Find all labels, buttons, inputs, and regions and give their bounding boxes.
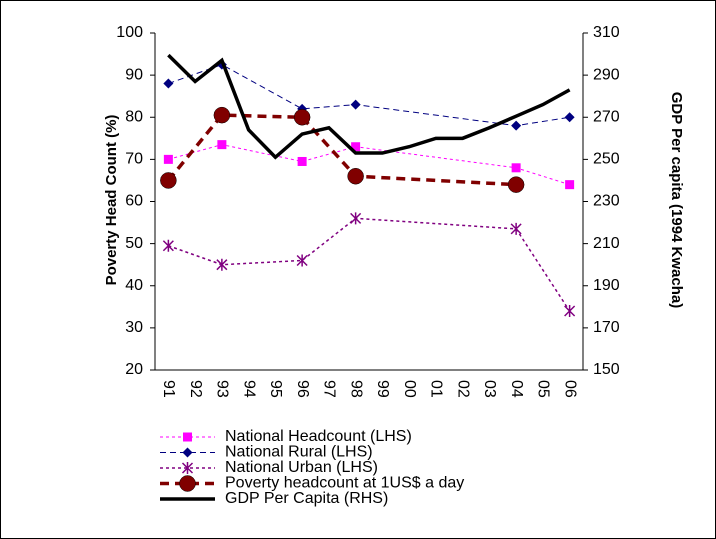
- x-tick-label: 01: [428, 380, 445, 398]
- data-point: [160, 172, 177, 189]
- y2-tick-label: 210: [593, 235, 620, 252]
- legend-marker: [179, 475, 196, 492]
- y-tick-label: 50: [125, 235, 143, 252]
- x-tick-label: 04: [508, 380, 525, 398]
- data-point: [296, 254, 308, 267]
- data-point: [213, 106, 231, 124]
- x-tick-label: 93: [214, 380, 231, 398]
- data-point: [564, 305, 576, 318]
- legend-marker: [182, 447, 193, 458]
- x-tick-label: 00: [401, 380, 418, 398]
- x-tick-label: 92: [187, 380, 204, 398]
- y2-axis-title: GDP Per capita (1994 Kwacha): [668, 92, 685, 309]
- data-point: [511, 120, 522, 131]
- y-tick-label: 70: [125, 151, 143, 168]
- data-point: [216, 258, 228, 271]
- data-point: [507, 176, 525, 193]
- data-point: [297, 156, 307, 166]
- y2-tick-label: 170: [593, 319, 620, 336]
- series-line: [168, 64, 570, 127]
- data-point: [162, 239, 174, 252]
- data-point: [351, 142, 361, 152]
- x-tick-label: 96: [294, 380, 311, 398]
- x-tick-label: 97: [321, 380, 338, 398]
- y-tick-label: 100: [116, 24, 143, 41]
- y-tick-label: 90: [125, 66, 143, 83]
- y2-tick-label: 310: [593, 24, 620, 41]
- data-point: [217, 140, 227, 150]
- y-tick-label: 60: [125, 193, 143, 210]
- data-point: [511, 163, 521, 173]
- legend-label: GDP Per Capita (RHS): [225, 490, 388, 507]
- y-axis-title: Poverty Head Count (%): [103, 115, 120, 286]
- legend-label: National Rural (LHS): [225, 444, 373, 461]
- data-point: [163, 154, 173, 164]
- x-tick-label: 95: [267, 380, 284, 398]
- data-point: [347, 167, 364, 185]
- y2-tick-label: 190: [593, 277, 620, 294]
- y2-tick-label: 290: [593, 66, 620, 83]
- x-tick-label: 99: [374, 380, 391, 398]
- x-tick-label: 02: [454, 380, 471, 398]
- x-tick-label: 91: [160, 380, 177, 398]
- data-point: [564, 112, 575, 123]
- x-tick-label: 98: [347, 380, 364, 398]
- y2-tick-label: 270: [593, 108, 620, 125]
- legend-label: National Headcount (LHS): [225, 428, 412, 445]
- y-tick-label: 20: [125, 361, 143, 378]
- legend-label: Poverty headcount at 1US$ a day: [225, 475, 464, 492]
- data-point: [565, 180, 575, 190]
- y2-tick-label: 250: [593, 151, 620, 168]
- y2-tick-label: 150: [593, 361, 620, 378]
- legend-marker: [181, 462, 194, 474]
- y2-tick-label: 230: [593, 193, 620, 210]
- x-tick-label: 03: [481, 380, 498, 398]
- x-tick-label: 94: [240, 380, 257, 398]
- legend-label: National Urban (LHS): [225, 459, 378, 476]
- data-point: [510, 222, 522, 235]
- data-point: [163, 78, 174, 89]
- y-tick-label: 30: [125, 319, 143, 336]
- y-tick-label: 40: [125, 277, 143, 294]
- data-point: [350, 99, 361, 110]
- data-point: [350, 212, 362, 225]
- legend-marker: [183, 432, 192, 442]
- x-tick-label: 06: [561, 380, 578, 398]
- data-point: [293, 109, 311, 126]
- y-tick-label: 80: [125, 108, 143, 125]
- series-line: [167, 53, 571, 160]
- x-tick-label: 05: [535, 380, 552, 398]
